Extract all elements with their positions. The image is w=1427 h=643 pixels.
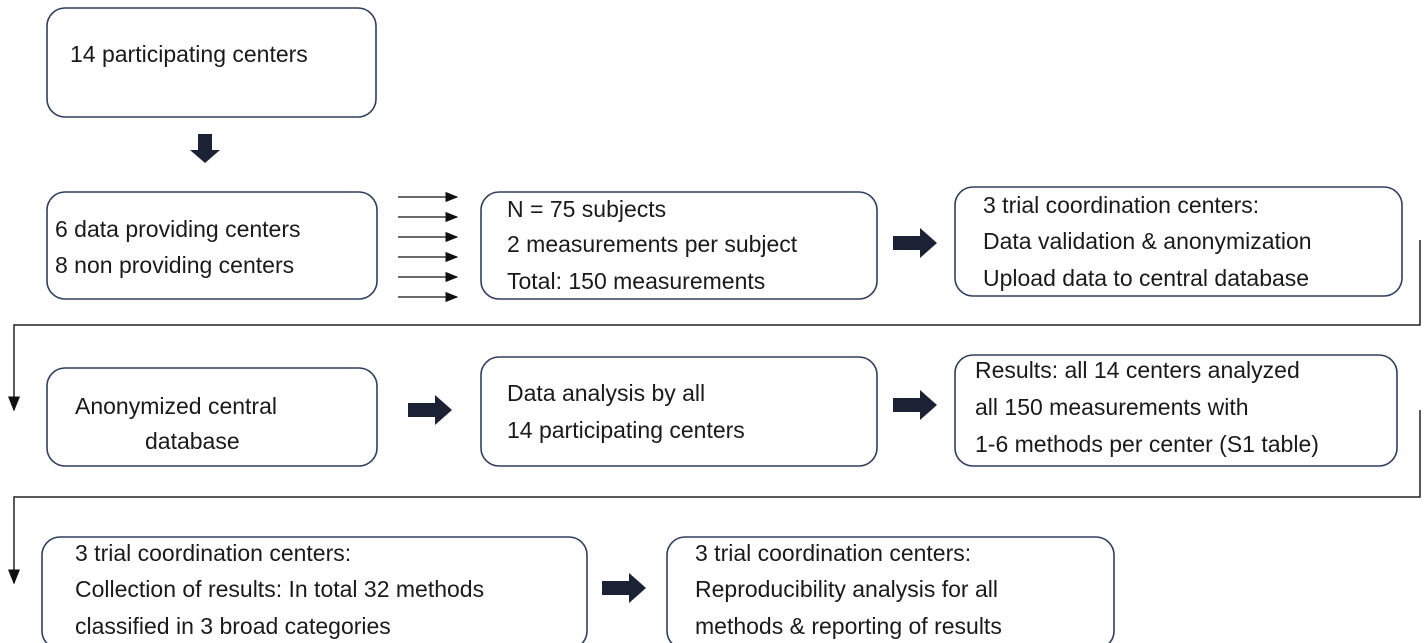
node-box xyxy=(954,186,1403,297)
node-box xyxy=(41,536,588,643)
node-text: 6 data providing centers xyxy=(55,216,301,242)
node-text: Reproducibility analysis for all xyxy=(695,576,998,602)
node-box xyxy=(954,354,1398,467)
node-text: Data validation & anonymization xyxy=(983,228,1312,254)
node-text: Data analysis by all xyxy=(507,380,705,406)
node-text: methods & reporting of results xyxy=(695,613,1002,639)
node-text: Total: 150 measurements xyxy=(507,268,765,294)
node-text: Upload data to central database xyxy=(983,265,1309,291)
node-text: Results: all 14 centers analyzed xyxy=(975,357,1300,383)
node-text: 14 participating centers xyxy=(507,417,745,443)
connector xyxy=(8,240,1421,412)
node-text: N = 75 subjects xyxy=(507,196,666,222)
node-text: 3 trial coordination centers: xyxy=(695,540,971,566)
connector xyxy=(8,410,1421,585)
node-box xyxy=(46,191,378,300)
node-text: all 150 measurements with xyxy=(975,394,1249,420)
down-arrow xyxy=(190,134,220,163)
node-text: 3 trial coordination centers: xyxy=(75,540,351,566)
node-text: classified in 3 broad categories xyxy=(75,613,391,639)
block-arrows xyxy=(408,228,937,603)
node-box xyxy=(46,7,377,118)
node-text: Collection of results: In total 32 metho… xyxy=(75,576,484,602)
node-text: 3 trial coordination centers: xyxy=(983,192,1259,218)
thin-arrows xyxy=(398,191,459,303)
node-box xyxy=(480,191,878,300)
node-text: 14 participating centers xyxy=(70,41,308,67)
node-text: Anonymized central xyxy=(75,393,277,419)
node-text: 2 measurements per subject xyxy=(507,231,798,257)
node-box xyxy=(480,356,878,467)
node-box xyxy=(46,367,378,467)
node-box xyxy=(666,536,1115,643)
node-text: 1-6 methods per center (S1 table) xyxy=(975,431,1319,457)
node-text: 8 non providing centers xyxy=(55,252,294,278)
node-text: database xyxy=(145,428,240,454)
